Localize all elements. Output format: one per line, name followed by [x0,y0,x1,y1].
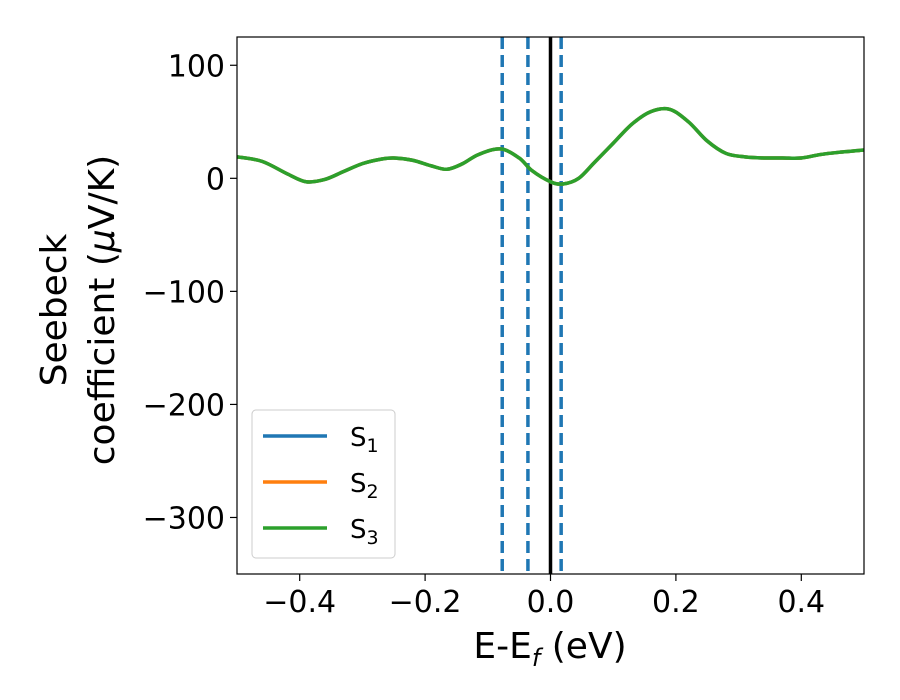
y-axis-title-line2: coefficient (μV/K) [82,155,123,465]
y-tick-label: 0 [206,162,225,197]
x-tick-label: 0.2 [652,585,700,620]
y-tick-label: 100 [168,49,225,84]
x-tick-label: −0.4 [263,585,336,620]
legend-label-s2: S2 [350,469,379,503]
axes: −0.4 −0.2 0.0 0.2 0.4 100 0 −100 −200 −300 [143,36,865,620]
legend-label-s1: S1 [350,423,379,457]
y-tick-label: −100 [143,275,225,310]
y-axis-title-line1: Seebeck [34,233,75,386]
x-tick-label: 0.4 [777,585,825,620]
x-tick-label: 0.0 [527,585,575,620]
plot-area [237,37,864,574]
x-tick-label: −0.2 [389,585,462,620]
y-tick-label: −300 [143,501,225,536]
legend-label-s3: S3 [350,515,379,549]
legend: S1 S2 S3 [251,409,396,559]
axis-titles: E-Ef (eV) Seebeck coefficient (μV/K) [34,155,627,672]
y-tick-label: −200 [143,388,225,423]
series-line-s3 [237,106,864,186]
x-axis-title: E-Ef (eV) [473,626,626,672]
legend-box [251,409,396,559]
